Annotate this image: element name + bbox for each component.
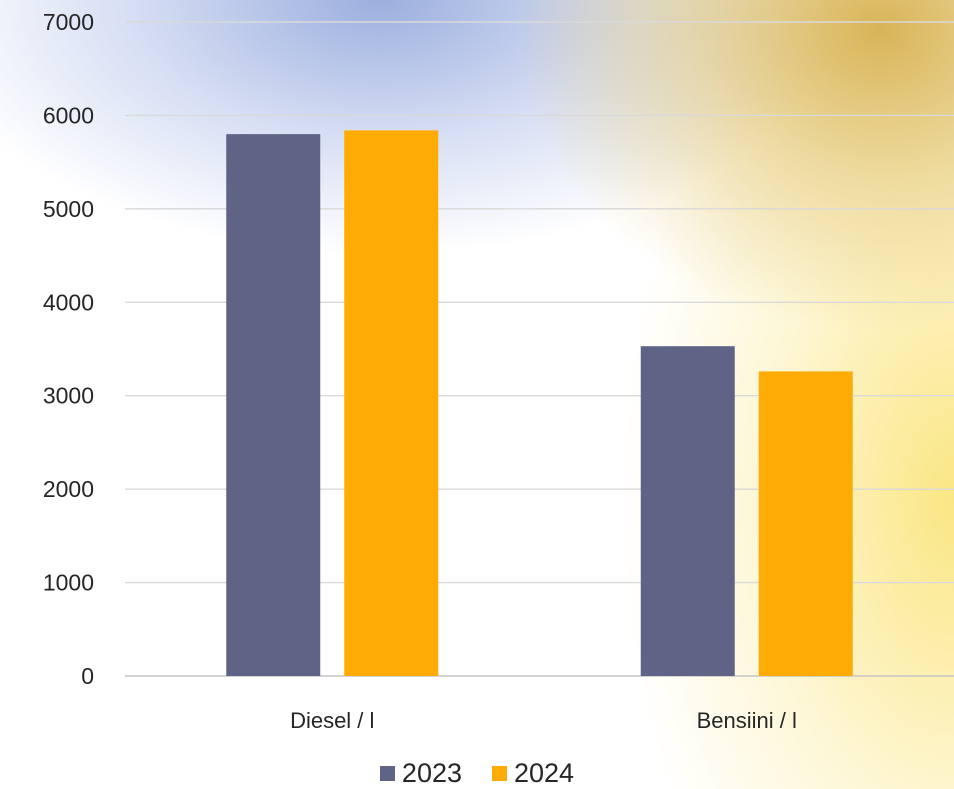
y-tick-label-1000: 1000 bbox=[43, 570, 94, 596]
bar-2024-1 bbox=[344, 130, 439, 676]
y-tick-label-0: 0 bbox=[81, 663, 94, 689]
x-category-label-2: Bensiini / l bbox=[697, 708, 797, 733]
y-tick-label-6000: 6000 bbox=[43, 102, 94, 128]
bar-2024-2 bbox=[758, 371, 853, 676]
bar-2023-2 bbox=[640, 346, 735, 676]
y-tick-label-2000: 2000 bbox=[43, 476, 94, 502]
legend-item-2024: 2024 bbox=[492, 758, 574, 789]
y-tick-label-7000: 7000 bbox=[43, 9, 94, 35]
legend-item-2023: 2023 bbox=[379, 758, 462, 789]
x-category-label-1: Diesel / l bbox=[290, 708, 374, 733]
y-tick-label-3000: 3000 bbox=[43, 383, 94, 409]
y-tick-label-5000: 5000 bbox=[43, 196, 94, 222]
legend-label-2023: 2023 bbox=[401, 758, 462, 788]
legend-label-2024: 2024 bbox=[514, 758, 575, 788]
y-tick-label-4000: 4000 bbox=[43, 289, 94, 315]
legend-swatch-2023 bbox=[379, 766, 395, 781]
chart-legend: 2023 2024 bbox=[0, 758, 954, 789]
legend-swatch-2024 bbox=[492, 766, 507, 781]
bar-2023-1 bbox=[226, 134, 321, 677]
